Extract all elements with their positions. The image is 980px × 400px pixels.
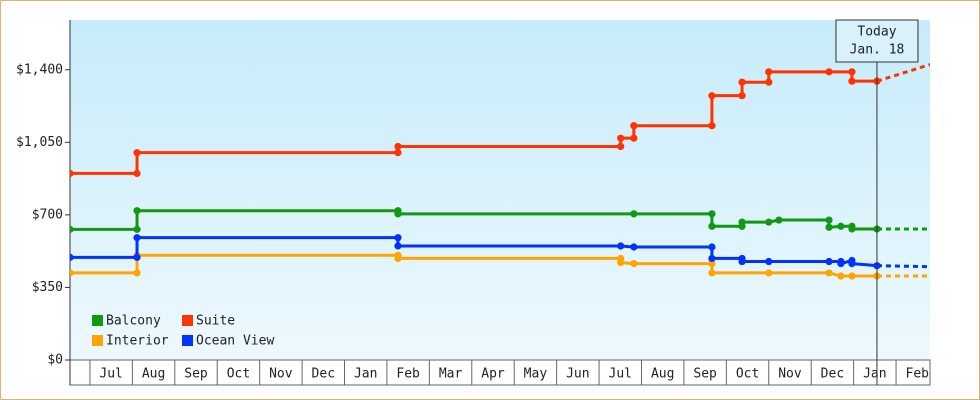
price-point [630, 243, 638, 251]
price-point [133, 169, 141, 178]
x-tick-label: Nov [269, 367, 293, 382]
legend-label: Suite [196, 314, 235, 329]
price-point [738, 218, 746, 226]
legend-label: Ocean View [196, 334, 274, 349]
price-point [848, 259, 856, 268]
price-point [394, 210, 402, 218]
price-point [765, 218, 773, 226]
x-tick-label: Sep [184, 367, 208, 382]
y-tick-label: $1,050 [16, 135, 63, 150]
x-tick-label: Jan [863, 367, 886, 382]
x-tick-label: Mar [439, 367, 463, 382]
price-point [765, 269, 773, 277]
price-point [70, 269, 74, 277]
y-tick-label: $1,400 [16, 62, 63, 77]
x-tick-label: Jun [566, 367, 589, 382]
price-point [133, 149, 141, 157]
price-point [825, 223, 833, 231]
price-point [70, 225, 74, 233]
price-point [630, 122, 638, 130]
x-axis-strip [69, 359, 931, 386]
price-point [837, 272, 845, 280]
price-point [133, 253, 141, 261]
price-point [708, 122, 716, 130]
price-point [394, 234, 402, 242]
x-tick-label: Dec [821, 367, 844, 382]
x-tick-label: Aug [142, 367, 165, 382]
price-point [70, 169, 74, 178]
price-point [825, 216, 833, 224]
price-point [630, 210, 638, 218]
legend-swatch [182, 335, 193, 346]
price-point [630, 259, 638, 268]
legend-swatch [182, 315, 193, 326]
price-point [738, 257, 746, 266]
x-tick-label: Jul [99, 367, 122, 382]
price-point [825, 68, 833, 76]
price-point [617, 258, 625, 267]
price-point [708, 259, 716, 268]
price-point [837, 259, 845, 268]
price-point [617, 242, 625, 250]
price-point [848, 68, 856, 76]
legend-swatch [92, 335, 103, 346]
legend-label: Balcony [106, 314, 161, 329]
x-tick-label: Sep [693, 367, 717, 382]
x-tick-label: Oct [736, 367, 759, 382]
y-tick-label: $350 [32, 280, 63, 295]
x-tick-label: Oct [227, 367, 250, 382]
legend-swatch [92, 315, 103, 326]
price-point [617, 134, 625, 142]
x-tick-label: May [524, 367, 548, 382]
x-tick-label: Jan [354, 367, 377, 382]
x-tick-label: Aug [651, 367, 674, 382]
price-point [708, 222, 716, 230]
price-point [70, 253, 74, 261]
plot-area [70, 20, 930, 360]
price-point [133, 207, 141, 215]
today-box [835, 19, 919, 63]
x-tick-label: Apr [481, 367, 505, 382]
price-point [848, 77, 856, 85]
x-tick-label: Feb [396, 367, 420, 382]
price-point [133, 225, 141, 233]
price-point [848, 225, 856, 233]
today-date: Jan. 18 [850, 43, 905, 58]
price-point [708, 210, 716, 218]
price-point [394, 142, 402, 151]
price-point [775, 216, 783, 224]
price-point [825, 269, 833, 277]
price-point [394, 149, 402, 157]
price-point [630, 134, 638, 142]
price-point [738, 92, 746, 100]
plot-layer [70, 63, 930, 280]
price-point [394, 242, 402, 250]
price-point [708, 254, 716, 263]
price-point [765, 78, 773, 86]
price-point [133, 269, 141, 277]
x-tick-label: Jul [609, 367, 632, 382]
x-tick-label: Nov [778, 367, 802, 382]
price-point [825, 257, 833, 266]
price-point [765, 68, 773, 76]
price-point [837, 222, 845, 230]
price-point [848, 272, 856, 280]
x-tick-label: Dec [312, 367, 335, 382]
legend-label: Interior [106, 334, 169, 349]
price-point [708, 269, 716, 277]
price-point [133, 234, 141, 242]
y-tick-label: $0 [47, 353, 63, 368]
price-point [617, 142, 625, 151]
price-point [738, 78, 746, 86]
price-point [765, 257, 773, 266]
price-point [708, 243, 716, 251]
x-tick-label: Feb [906, 367, 930, 382]
forecast-line [876, 63, 930, 83]
today-label: Today [857, 25, 896, 40]
price-point [394, 254, 402, 263]
y-tick-label: $700 [32, 207, 63, 222]
price-point [708, 92, 716, 100]
